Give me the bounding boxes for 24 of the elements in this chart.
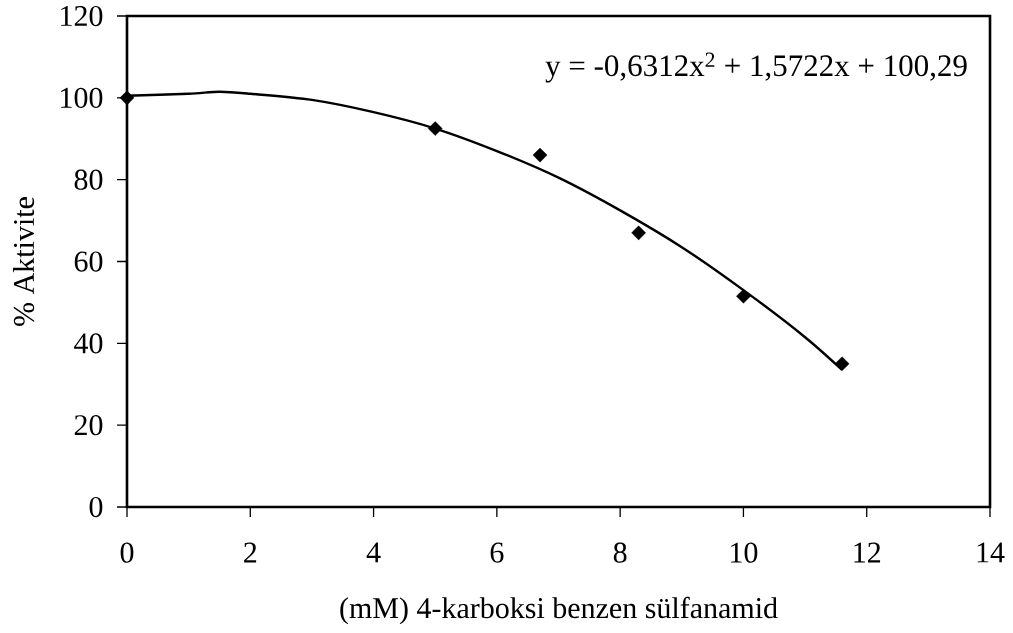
y-axis-title: % Aktivite xyxy=(12,197,35,326)
y-tick-label: 20 xyxy=(74,415,103,436)
y-tick-label: 120 xyxy=(61,5,103,27)
y-tick-label: 80 xyxy=(74,169,103,190)
y-tick-label: 0 xyxy=(89,496,103,518)
x-tick-label: 10 xyxy=(731,542,758,563)
x-tick-label: 2 xyxy=(244,542,257,563)
x-tick-label: 0 xyxy=(120,542,134,563)
y-tick-label: 60 xyxy=(74,251,103,272)
point xyxy=(834,356,850,372)
annotation: y = -0,6312x$^{2}$ + 1,5722x + 100,29 xyxy=(545,52,967,83)
point xyxy=(532,147,548,163)
point xyxy=(427,121,443,136)
point xyxy=(736,289,751,304)
x-tick-label: 8 xyxy=(613,542,627,563)
point xyxy=(119,90,135,106)
x-tick-label: 14 xyxy=(977,542,1005,563)
x-axis-title: (mM) 4-karboksi benzen sülfanamid xyxy=(340,596,778,625)
y-tick-label: 100 xyxy=(61,87,103,108)
x-tick-label: 6 xyxy=(490,542,504,563)
point xyxy=(631,225,646,241)
x-tick-label: 12 xyxy=(854,542,881,563)
y-tick-label: 40 xyxy=(74,333,103,354)
x-tick-label: 4 xyxy=(366,542,381,563)
